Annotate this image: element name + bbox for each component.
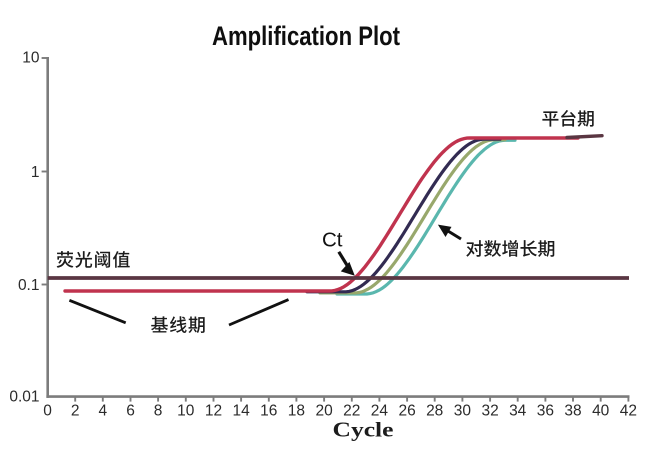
svg-text:10: 10 xyxy=(22,50,40,67)
svg-text:6: 6 xyxy=(126,403,135,420)
svg-text:40: 40 xyxy=(592,403,610,420)
svg-text:32: 32 xyxy=(481,403,498,420)
svg-text:Amplification Plot: Amplification Plot xyxy=(212,21,400,51)
svg-text:0.01: 0.01 xyxy=(9,389,39,406)
svg-text:24: 24 xyxy=(371,403,389,420)
svg-text:20: 20 xyxy=(315,403,333,420)
svg-text:38: 38 xyxy=(564,403,581,420)
svg-text:22: 22 xyxy=(343,403,360,420)
svg-text:1: 1 xyxy=(31,164,40,181)
svg-text:2: 2 xyxy=(71,403,80,420)
svg-text:12: 12 xyxy=(205,403,222,420)
svg-text:0.1: 0.1 xyxy=(18,277,40,294)
svg-text:36: 36 xyxy=(537,403,554,420)
svg-text:0: 0 xyxy=(43,403,52,420)
svg-text:Cycle: Cycle xyxy=(333,418,394,442)
svg-text:26: 26 xyxy=(398,403,415,420)
svg-text:18: 18 xyxy=(288,403,305,420)
svg-text:14: 14 xyxy=(232,403,250,420)
svg-text:30: 30 xyxy=(454,403,472,420)
svg-text:8: 8 xyxy=(154,403,163,420)
svg-text:34: 34 xyxy=(509,403,527,420)
svg-text:4: 4 xyxy=(98,403,107,420)
svg-text:16: 16 xyxy=(260,403,277,420)
svg-text:10: 10 xyxy=(177,403,195,420)
svg-text:Ct: Ct xyxy=(322,229,343,252)
svg-text:42: 42 xyxy=(620,403,637,420)
svg-text:28: 28 xyxy=(426,403,443,420)
